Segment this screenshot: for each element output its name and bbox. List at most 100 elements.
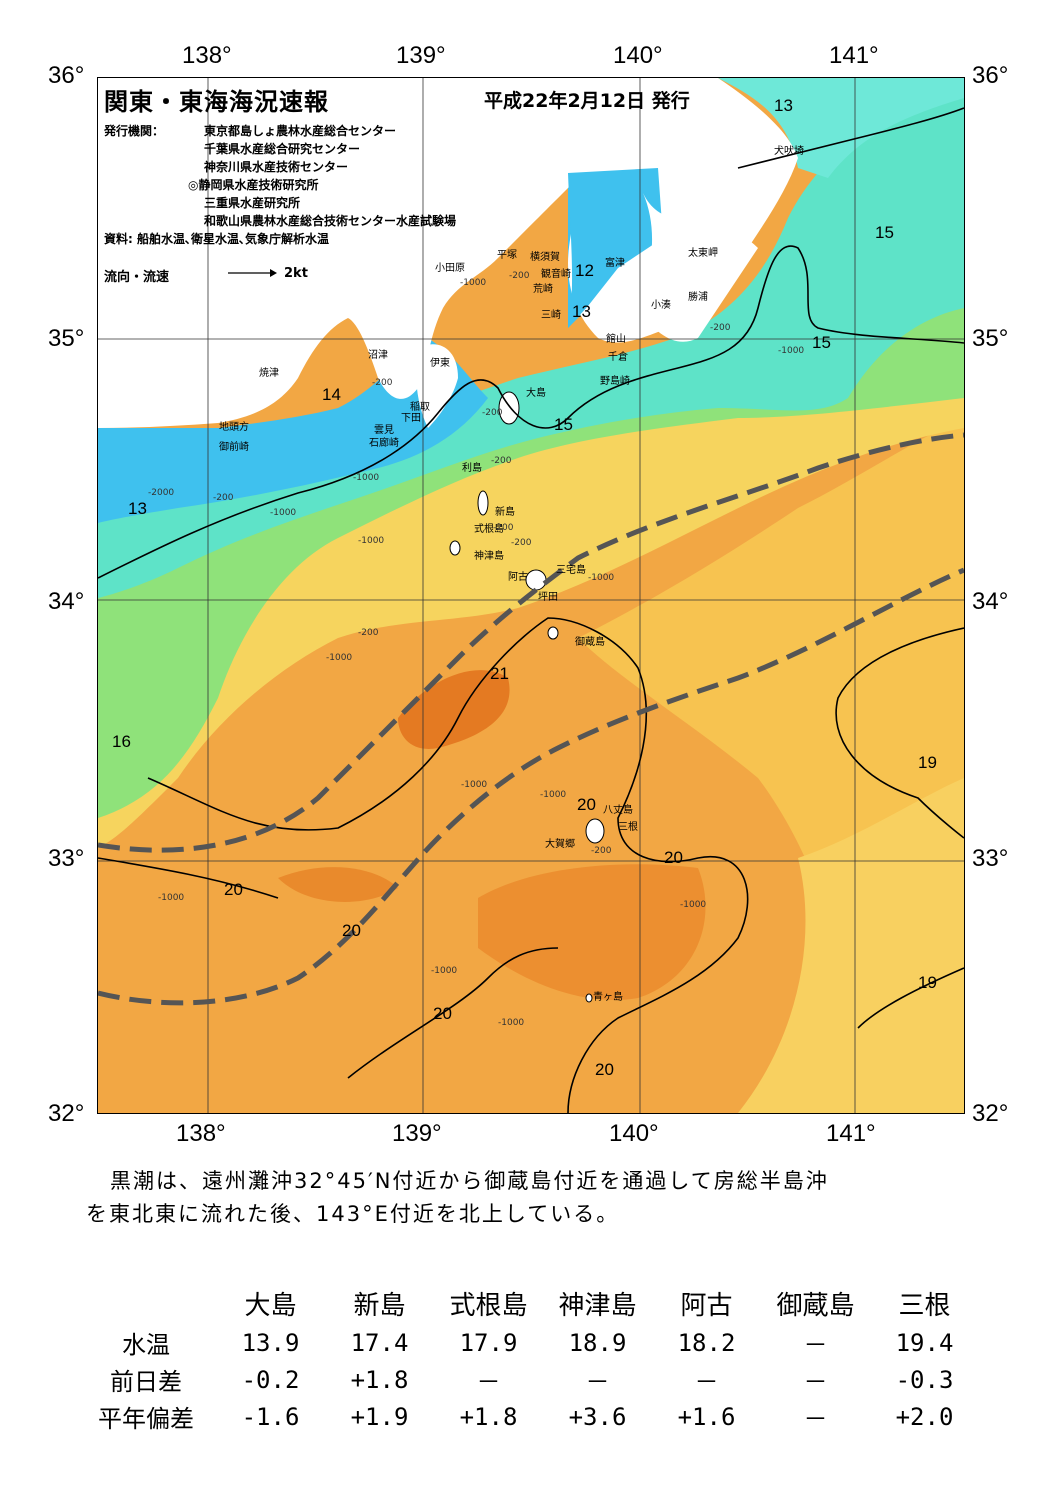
column-header: 御蔵島 — [776, 1290, 855, 1321]
cold-water-northeast — [718, 78, 964, 178]
table-cell: +1.8 — [459, 1402, 518, 1431]
isotherm-label: 20 — [342, 921, 361, 940]
table-row: 前日差 -0.2 +1.8 － － － － -0.3 — [76, 1361, 979, 1398]
summary-line-2: を東北東に流れた後、143°E付近を北上している。 — [86, 1202, 620, 1226]
place-label: 三崎 — [541, 310, 561, 321]
tokyo-bay-overlay — [568, 168, 663, 328]
isotherm-label: 21 — [490, 664, 509, 683]
summary-line-1: 黒潮は、遠州灘沖32°45′N付近から御蔵島付近を通過して房総半島沖 — [110, 1169, 829, 1193]
issuer-label: 発行機関： — [104, 124, 165, 138]
table-cell: +1.8 — [350, 1365, 409, 1394]
land-izu — [416, 344, 458, 428]
isotherm-label: 19 — [918, 973, 937, 992]
table-cell: 13.9 — [241, 1328, 300, 1357]
place-label: 御前崎 — [219, 442, 249, 453]
graticule — [98, 78, 964, 1113]
depth-label: -1000 — [778, 346, 805, 356]
depth-label: -200 — [511, 538, 532, 548]
row-label: 平年偏差 — [98, 1405, 194, 1433]
kozushima-island — [449, 540, 461, 556]
place-label: 地頭方 — [219, 422, 249, 433]
column-header: 三根 — [898, 1290, 951, 1321]
niijima-island — [477, 490, 489, 516]
lon-tick-top-139: 139° — [396, 42, 446, 69]
isotherm-13-ne — [737, 107, 964, 169]
place-label: 阿古 — [508, 572, 528, 583]
hachijojima-island — [585, 818, 605, 844]
depth-label: -1000 — [270, 508, 297, 518]
place-label: 観音崎 — [541, 269, 571, 280]
issuer-4: ◎静岡県水産技術研究所 — [188, 178, 319, 192]
depth-label: -1000 — [460, 278, 487, 288]
place-label: 小湊 — [651, 300, 671, 311]
lon-tick-bottom-141: 141° — [826, 1120, 876, 1147]
depth-label: -200 — [372, 378, 393, 388]
place-label: 三宅島 — [556, 565, 586, 576]
place-label: 館山 — [606, 334, 626, 345]
place-label: 焼津 — [259, 368, 279, 379]
table-cell: -1.6 — [241, 1402, 300, 1431]
table-cell: － — [803, 1368, 828, 1396]
isotherm-label: 15 — [554, 415, 573, 434]
isotherm-label: 20 — [664, 848, 683, 867]
isotherms — [98, 107, 964, 1113]
lon-tick-bottom-139: 139° — [392, 1120, 442, 1147]
isotherm-19-se — [857, 967, 964, 1029]
kuroshio-summary: 黒潮は、遠州灘沖32°45′N付近から御蔵島付近を通過して房総半島沖 を東北東に… — [86, 1165, 986, 1231]
lat-tick-left-34: 34° — [48, 588, 85, 615]
issuer-2: 千葉県水産総合研究センター — [204, 142, 361, 156]
depth-label: -1000 — [680, 900, 707, 910]
row-label: 水温 — [122, 1331, 170, 1359]
isotherm-label: 20 — [433, 1004, 452, 1023]
place-label: 御蔵島 — [575, 637, 605, 648]
lat-tick-right-32: 32° — [972, 1100, 1009, 1127]
place-label: 神津島 — [474, 551, 504, 562]
legend-label: 流向・流速 — [104, 270, 170, 285]
isotherm-20-south — [347, 947, 559, 1079]
table-cell: 18.2 — [677, 1328, 736, 1357]
place-label: 新島 — [495, 507, 515, 518]
depth-label: -200 — [710, 323, 731, 333]
lon-tick-top-140: 140° — [613, 42, 663, 69]
hot-patch-west — [278, 867, 398, 902]
lat-tick-right-33: 33° — [972, 845, 1009, 872]
table-cell: － — [803, 1331, 828, 1359]
isotherm-label: 12 — [575, 261, 594, 280]
issuer-6: 和歌山県農林水産総合技術センター水産試験場 — [204, 214, 457, 228]
isotherm-label: 16 — [112, 732, 131, 751]
table-cell: 19.4 — [895, 1328, 954, 1357]
place-label: 犬吠埼 — [774, 146, 804, 157]
lat-tick-left-33: 33° — [48, 845, 85, 872]
place-label: 利島 — [462, 463, 482, 474]
place-label: 青ヶ島 — [593, 992, 623, 1003]
issuer-3: 神奈川県水産技術センター — [204, 160, 349, 174]
isotherm-20-west — [98, 857, 279, 899]
mikurajima-island — [547, 626, 559, 640]
legend-scale: 2kt — [284, 266, 308, 281]
lat-tick-right-36: 36° — [972, 62, 1009, 89]
isotherm-label: 14 — [322, 385, 341, 404]
kuroshio-north-line — [98, 432, 964, 853]
place-label: 大賀郷 — [545, 839, 575, 850]
depth-label: -1000 — [158, 893, 185, 903]
table-cell: +1.6 — [677, 1402, 736, 1431]
kuroshio-axis — [98, 432, 964, 1006]
depth-label: -200 — [358, 628, 379, 638]
depth-label: -200 — [482, 408, 503, 418]
lon-tick-top-138: 138° — [182, 42, 232, 69]
place-label: 石廊崎 — [369, 438, 399, 449]
depth-label: -200 — [493, 523, 514, 533]
place-label: 野島崎 — [600, 376, 630, 387]
table-header-row: 大島 新島 式根島 神津島 阿古 御蔵島 三根 — [76, 1282, 979, 1324]
column-header: 新島 — [353, 1290, 406, 1321]
table-cell: － — [585, 1368, 610, 1396]
place-label: 大島 — [526, 388, 546, 399]
place-label: 伊東 — [430, 358, 450, 369]
land-boso — [638, 193, 758, 342]
table-cell: +2.0 — [895, 1402, 954, 1431]
issuer-1: 東京都島しょ農林水産総合センター — [204, 124, 397, 138]
lat-tick-left-35: 35° — [48, 325, 85, 352]
depth-label: -1000 — [588, 573, 615, 583]
table-cell: +3.6 — [568, 1402, 627, 1431]
isotherm-15 — [98, 245, 964, 579]
